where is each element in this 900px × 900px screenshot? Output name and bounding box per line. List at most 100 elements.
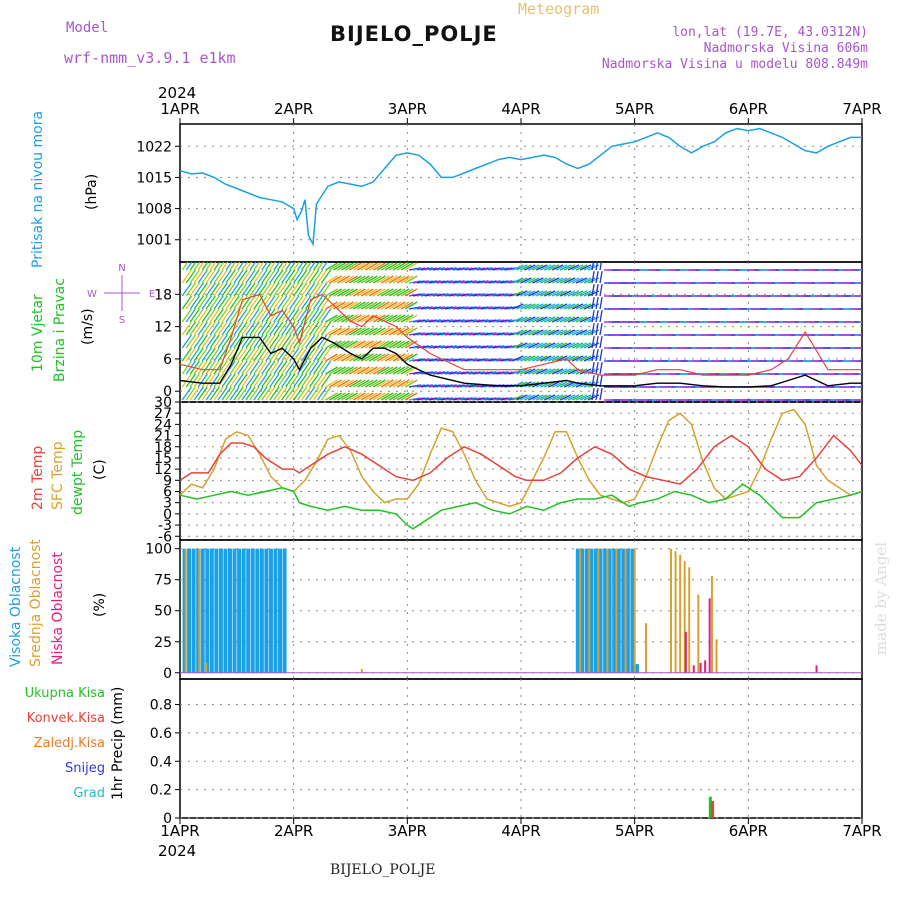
wind-barb [452, 319, 465, 323]
wind-barb [591, 388, 595, 401]
wind-barb [368, 262, 382, 271]
coords-label: lon,lat (19.7E, 43.0312N) [672, 25, 868, 40]
wind-barb [273, 295, 284, 310]
year-label-bottom: 2024 [158, 842, 196, 860]
wind-barb [476, 280, 489, 284]
wind-barb [496, 345, 509, 349]
wind-barb [392, 275, 406, 284]
wind-barb [345, 314, 358, 323]
wind-barb [448, 332, 461, 336]
wind-barb [225, 282, 236, 297]
wind-barb [388, 275, 402, 284]
wind-barb [301, 334, 312, 349]
wind-barb [396, 262, 410, 271]
wind-barb [388, 379, 402, 388]
wind-barb [337, 392, 350, 401]
xtick-label-top: 7APR [842, 100, 881, 118]
wind-barb [189, 373, 200, 388]
cloud-bar [708, 598, 711, 673]
wind-barb [341, 379, 354, 388]
wind-barb [237, 295, 248, 310]
wind-barb [380, 288, 394, 297]
wind-barb [559, 329, 572, 336]
cloud-bar [692, 665, 695, 673]
wind-barb [349, 314, 362, 323]
cloud-bar [633, 548, 636, 673]
wind-barb [249, 347, 260, 362]
wind-barbs [181, 262, 862, 401]
wind-barb [249, 321, 260, 336]
wind-barb [273, 373, 284, 388]
compass-e-label: E [149, 289, 155, 300]
legend-grad: Grad [73, 786, 105, 801]
wind-barb [229, 262, 237, 271]
wind-barb [595, 323, 599, 336]
wind-barb [273, 262, 281, 271]
wind-barb [281, 360, 292, 375]
wind-barb [205, 360, 216, 375]
wind-barb [341, 353, 354, 362]
wind-barb [532, 316, 544, 323]
wind-barb [305, 347, 316, 362]
wind-barb [428, 371, 441, 375]
wind-barb [544, 277, 556, 284]
wind-barb [317, 347, 328, 362]
wind-barb [225, 334, 236, 349]
wind-barb [333, 275, 346, 284]
cloud-bar [198, 548, 201, 673]
wind-barb [448, 267, 461, 271]
wind-barb [599, 284, 603, 297]
wind-barb [472, 306, 485, 310]
wind-barb [213, 386, 224, 401]
panel-frame-pressure [179, 123, 863, 263]
cloud-bar [205, 548, 210, 673]
wind-barb [432, 293, 445, 297]
cloud-bar [228, 548, 233, 673]
legend-snijeg: Snijeg [65, 761, 105, 776]
wind-barb [249, 308, 260, 323]
wind-barb [452, 397, 465, 401]
wind-barb [464, 293, 477, 297]
wind-barb [185, 269, 196, 284]
wind-barb [293, 282, 304, 297]
legend-ukupna-kisa: Ukupna Kisa [24, 686, 105, 701]
wind-barb [297, 262, 305, 271]
wind-barb [193, 334, 204, 349]
wind-barb [257, 269, 268, 284]
wind-barb [297, 321, 308, 336]
wind-barb [504, 397, 517, 401]
wind-barb [317, 269, 328, 284]
cloud-bar [259, 548, 264, 673]
wind-barb [237, 269, 248, 284]
wind-barb [209, 282, 220, 297]
wind-barb [396, 327, 410, 336]
ytick-label-cloud: 50 [154, 604, 172, 620]
wind-barb [289, 347, 300, 362]
wind-barb [416, 358, 429, 362]
wind-barb [504, 358, 517, 362]
wind-barb [201, 321, 212, 336]
wind-barb [396, 353, 410, 362]
wind-barb [416, 267, 429, 271]
wind-barb [372, 275, 386, 284]
wind-barb [512, 394, 524, 401]
wind-barb [444, 267, 457, 271]
wind-barb [484, 267, 497, 271]
wind-barb [285, 334, 296, 349]
wind-barb [484, 397, 497, 401]
wind-barb [261, 295, 272, 310]
wind-barb [500, 371, 513, 375]
wind-barb [484, 319, 497, 323]
wind-barb [456, 397, 469, 401]
wind-barb [213, 295, 224, 310]
wind-barb [253, 321, 264, 336]
wind-barb [181, 321, 192, 336]
wind-barb [380, 275, 394, 284]
wind-barb [456, 384, 469, 388]
wind-barb [563, 394, 576, 401]
wind-barb [253, 347, 264, 362]
wind-barb [579, 290, 592, 297]
wind-barb [591, 297, 595, 310]
wind-barb [464, 371, 477, 375]
wind-barb [305, 334, 316, 349]
